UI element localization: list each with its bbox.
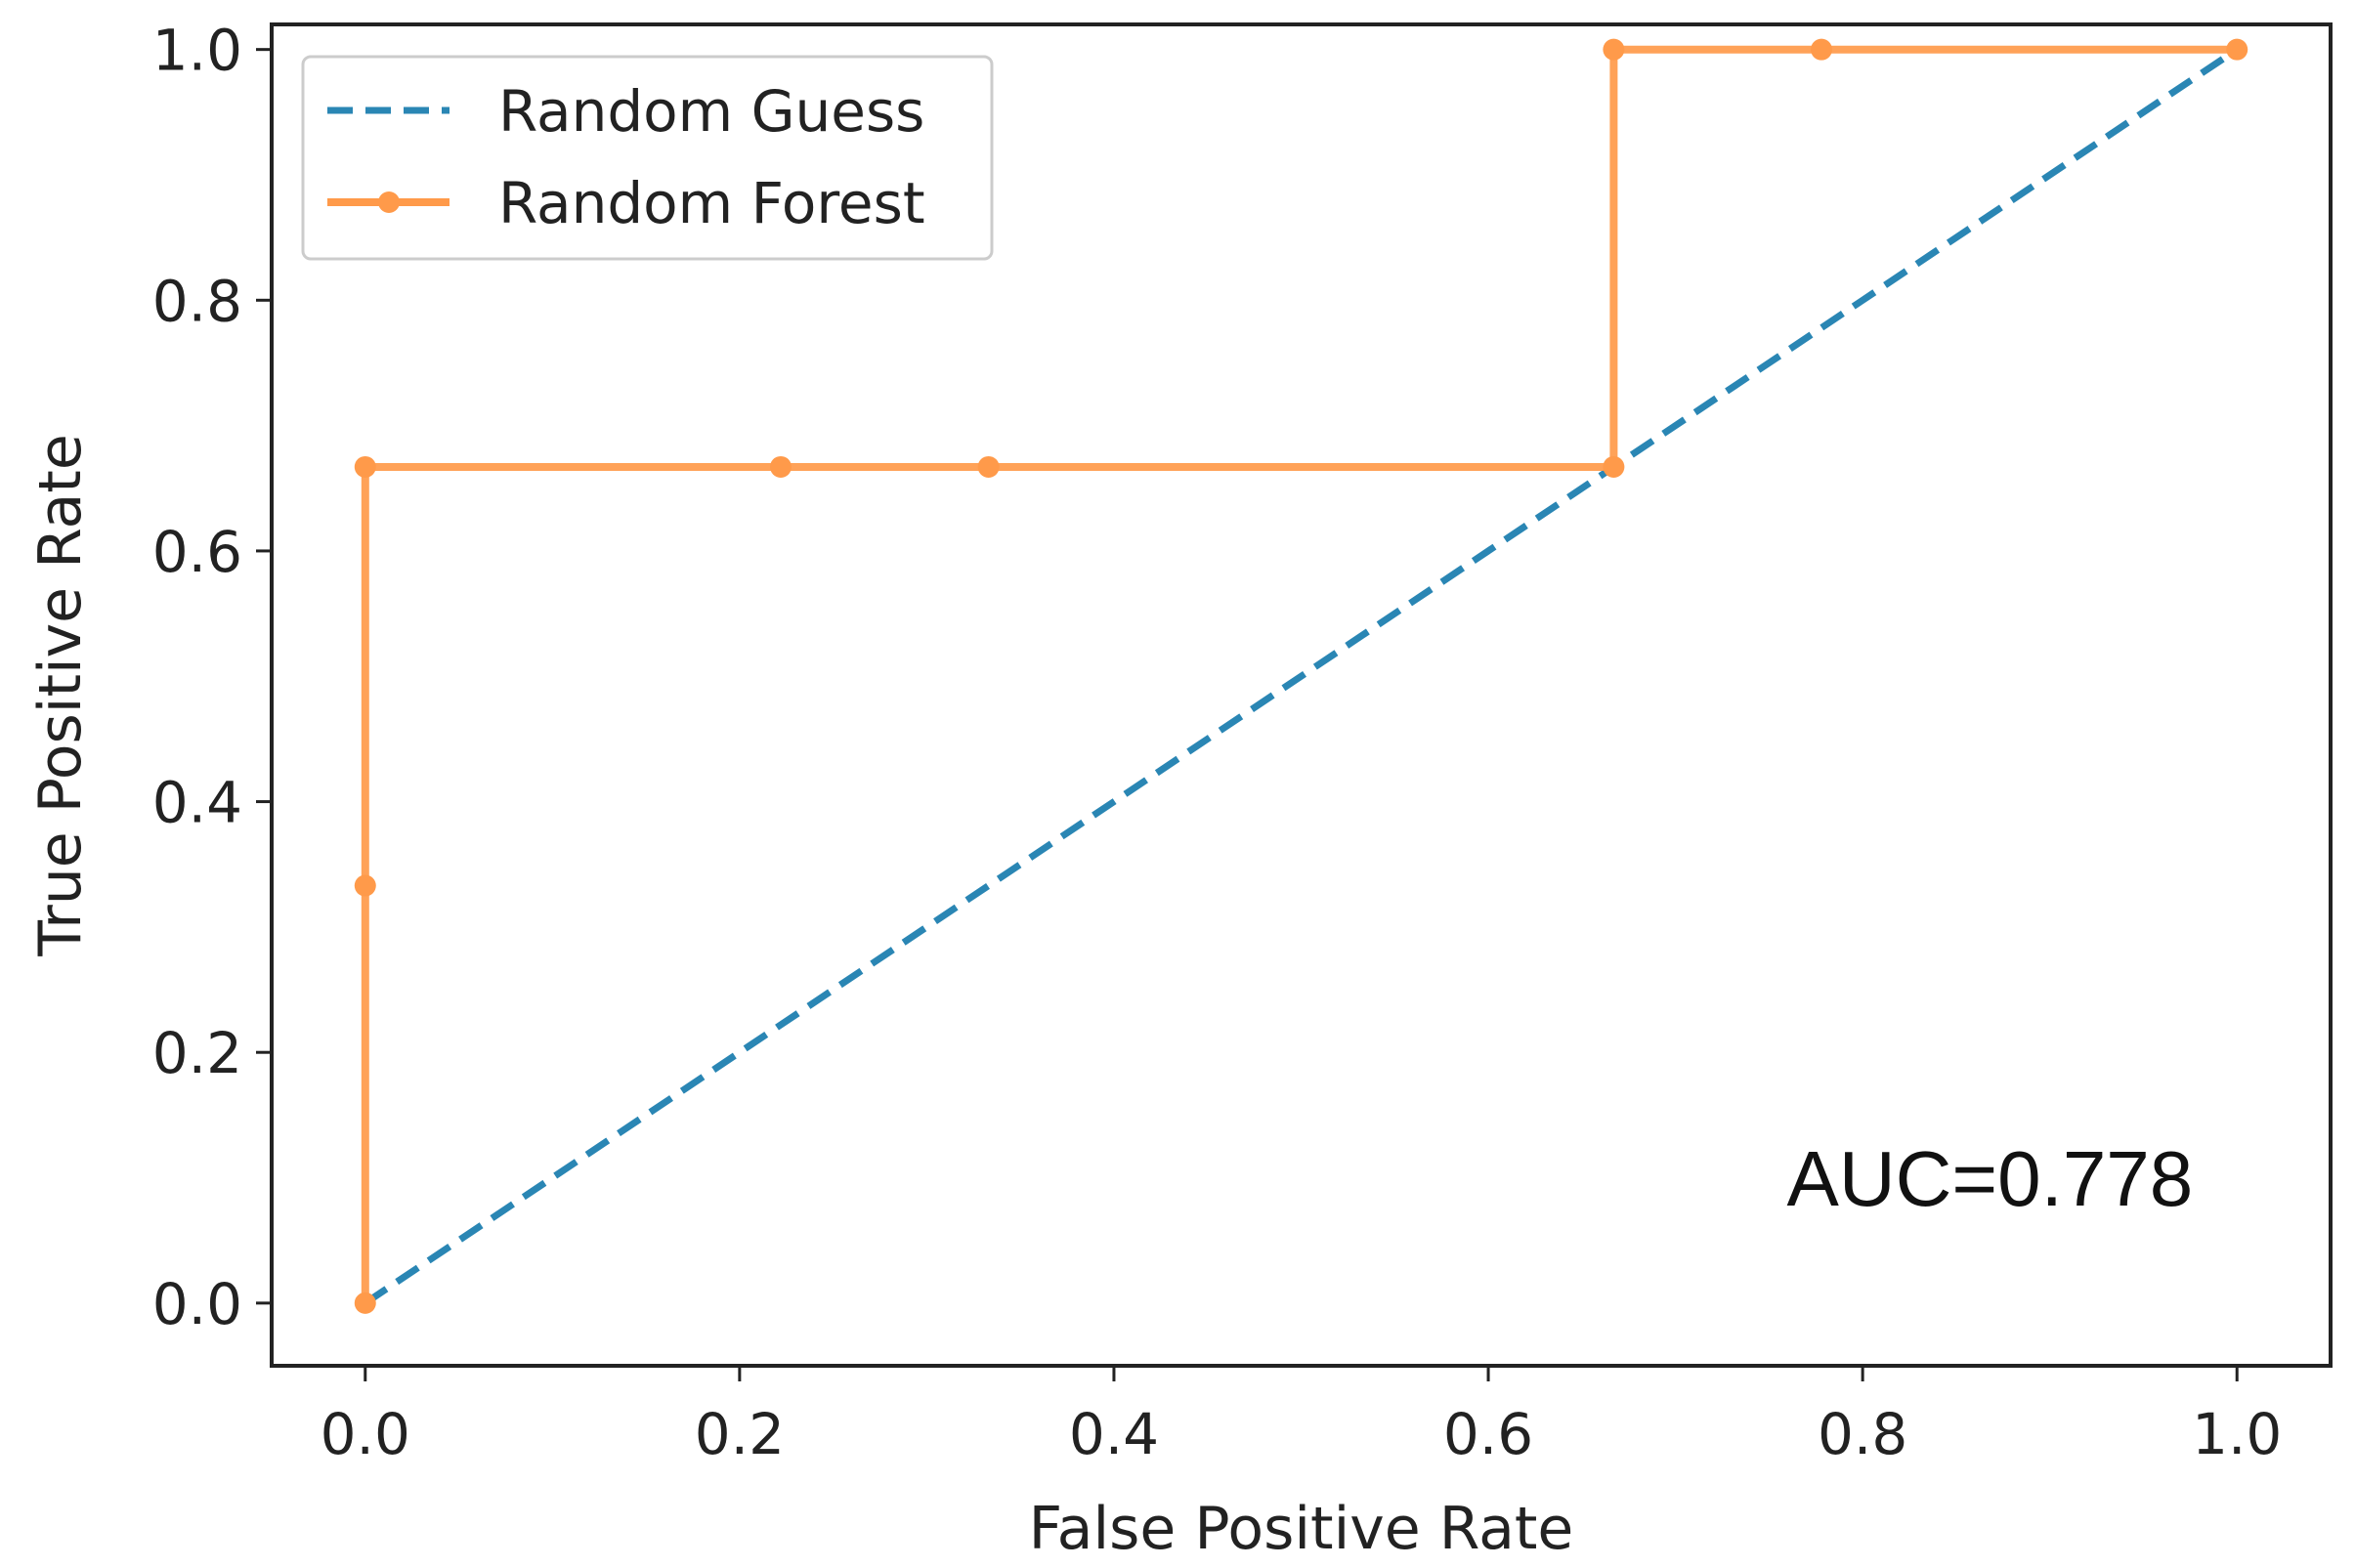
legend-label-random-guess: Random Guess	[498, 78, 924, 145]
annotation-layer: AUC=0.778	[1786, 1135, 2193, 1222]
auc-annotation: AUC=0.778	[1786, 1135, 2193, 1222]
y-tick-label: 0.6	[152, 519, 242, 585]
y-tick-label: 0.4	[152, 770, 242, 836]
random-forest-point	[354, 455, 376, 478]
x-tick-label: 0.6	[1443, 1401, 1533, 1467]
plot-frame	[270, 22, 2333, 1368]
axes-layer: 0.0 0.2 0.4 0.6 0.8 1.0 0.0 0.2 0.4 0.6 0.8 1.0 Fals…	[26, 18, 2333, 1563]
y-axis-label: True Positive Rate	[26, 434, 95, 956]
x-tick-label: 1.0	[2192, 1401, 2282, 1467]
legend-label-random-forest: Random Forest	[498, 170, 925, 236]
y-tick-label: 0.2	[152, 1020, 242, 1086]
random-forest-point	[1603, 455, 1625, 478]
x-tick-label: 0.8	[1818, 1401, 1907, 1467]
x-tick-label: 0.2	[695, 1401, 785, 1467]
y-tick-label: 1.0	[152, 18, 242, 84]
random-forest-point	[770, 455, 792, 478]
random-guess-line	[363, 46, 2240, 1306]
legend: Random Guess Random Forest	[301, 55, 994, 261]
y-tick-label: 0.8	[152, 268, 242, 334]
random-forest-point	[2226, 38, 2248, 61]
random-forest-point	[977, 455, 1000, 478]
series-layer	[354, 38, 2248, 1314]
x-tick-label: 0.0	[321, 1401, 410, 1467]
legend-marker-random-forest	[378, 191, 400, 213]
random-forest-point	[1810, 38, 1832, 61]
random-forest-point	[1603, 38, 1625, 61]
y-tick-label: 0.0	[152, 1271, 242, 1337]
legend-box	[301, 55, 994, 261]
random-forest-point	[354, 1292, 376, 1314]
x-axis-label: False Positive Rate	[1029, 1495, 1574, 1563]
x-tick-label: 0.4	[1069, 1401, 1159, 1467]
random-forest-point	[354, 874, 376, 897]
